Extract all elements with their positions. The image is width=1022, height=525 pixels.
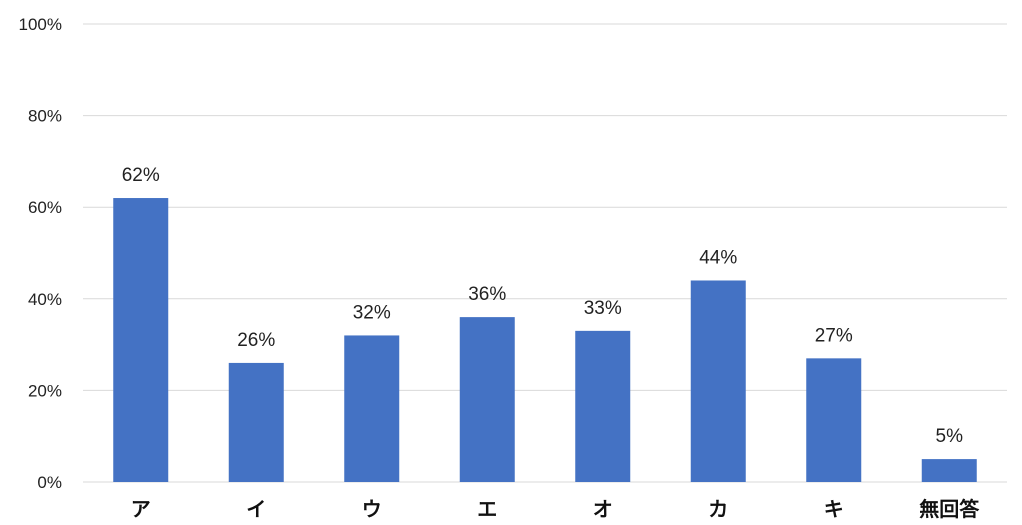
x-tick-label: イ	[246, 497, 266, 521]
y-tick-label: 20%	[28, 381, 62, 400]
x-tick-label: ア	[131, 497, 151, 521]
y-tick-label: 0%	[37, 473, 62, 492]
x-tick-label: キ	[824, 497, 844, 521]
bar-3	[344, 335, 400, 482]
bars	[113, 198, 977, 483]
data-label: 33%	[584, 298, 622, 319]
data-label: 26%	[237, 330, 275, 351]
data-label: 36%	[468, 284, 506, 305]
bar-6	[690, 280, 746, 482]
gridlines	[83, 23, 1007, 483]
x-axis-ticks: ア イ ウ エ オ カ キ 無回答	[131, 497, 981, 521]
x-tick-label: 無回答	[919, 497, 980, 521]
x-tick-label: エ	[477, 497, 497, 521]
bar-7	[806, 358, 862, 482]
data-label: 62%	[122, 165, 160, 186]
data-label: 27%	[815, 325, 853, 346]
bar-4	[459, 317, 515, 482]
bar-5	[575, 330, 631, 482]
bar-2	[228, 362, 284, 482]
x-tick-label: ウ	[362, 497, 382, 521]
bar-1	[113, 198, 169, 483]
bar-8	[921, 459, 977, 482]
y-tick-label: 60%	[28, 198, 62, 217]
y-tick-label: 40%	[28, 290, 62, 309]
y-axis-ticks: 0% 20% 40% 60% 80% 100%	[19, 15, 62, 492]
data-label: 32%	[353, 302, 391, 323]
x-tick-label: カ	[708, 497, 728, 521]
y-tick-label: 80%	[28, 107, 62, 126]
data-label: 5%	[936, 426, 964, 447]
y-tick-label: 100%	[19, 15, 62, 34]
x-tick-label: オ	[593, 497, 613, 521]
data-labels: 62% 26% 32% 36% 33% 44% 27% 5%	[122, 165, 963, 447]
data-label: 44%	[699, 247, 737, 268]
